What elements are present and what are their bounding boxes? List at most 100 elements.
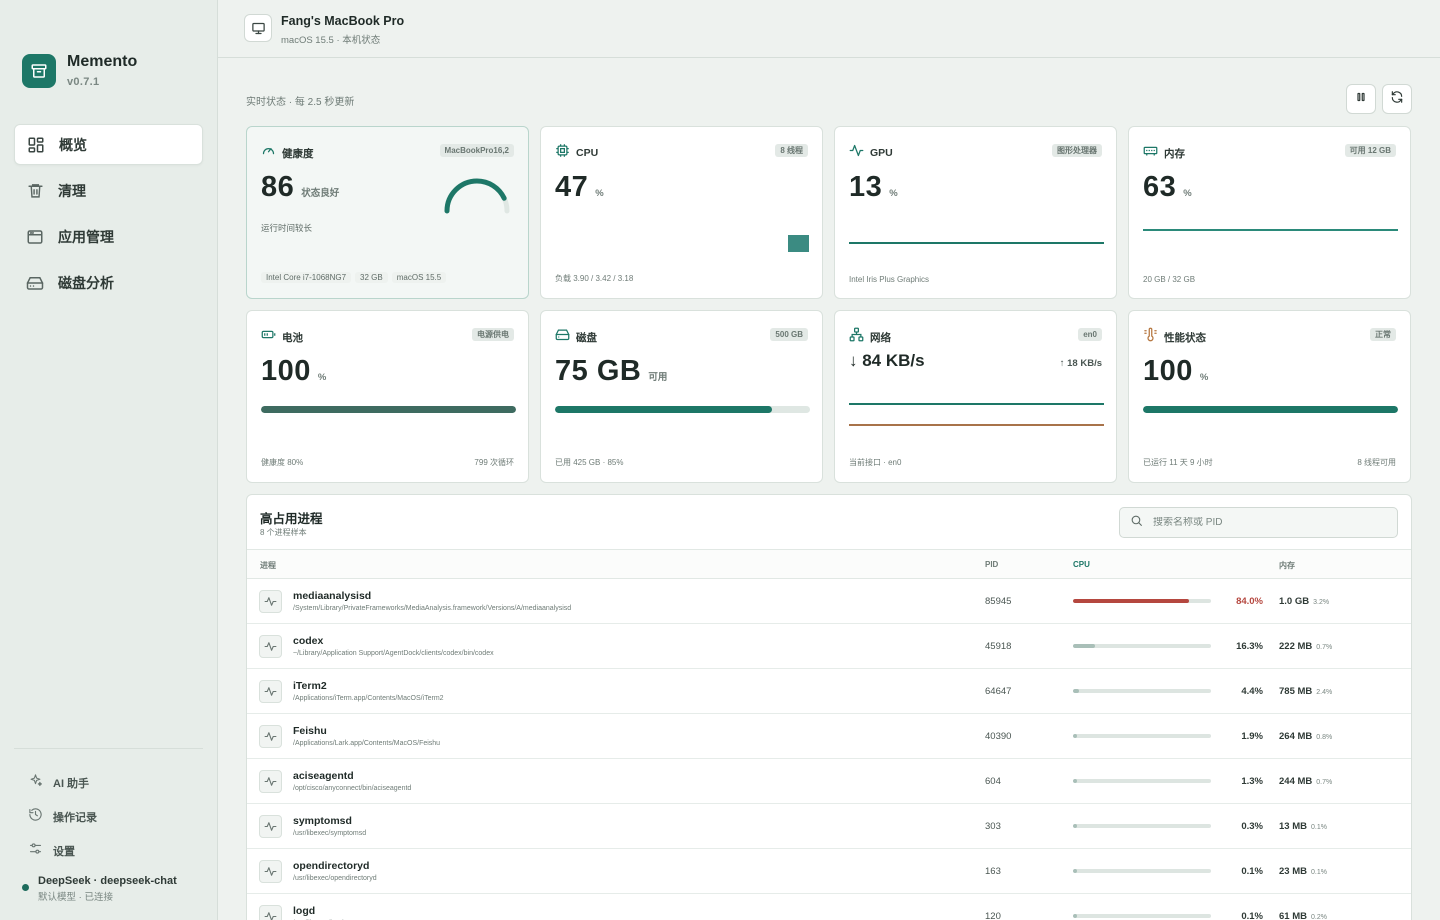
performance-value: 100 [1143, 355, 1193, 387]
table-row[interactable]: aciseagentd/opt/cisco/anyconnect/bin/aci… [247, 759, 1411, 804]
battery-value: 100 [261, 355, 311, 387]
column-memory[interactable]: 内存 [1279, 561, 1295, 570]
table-header: 进程 PID CPU 内存 [247, 549, 1411, 579]
process-search[interactable] [1119, 507, 1398, 538]
gpu-sparkline [849, 242, 1104, 244]
history-link[interactable]: 操作记录 [28, 800, 97, 834]
available-chip: 可用 12 GB [1344, 144, 1396, 157]
cpu-usage-fill [1073, 824, 1078, 828]
gpu-name: Intel Iris Plus Graphics [849, 275, 930, 284]
memory-percent: 0.7% [1316, 644, 1333, 651]
cpu-percent: 1.9% [1241, 731, 1263, 742]
nav-item-clean[interactable]: 清理 [14, 170, 203, 211]
process-activity-icon [259, 590, 282, 613]
cpu-usage-bar [1073, 914, 1211, 918]
cpu-usage-bar [1073, 599, 1211, 603]
table-row[interactable]: codex ~/Library/Application Support/Agent… [247, 624, 1411, 669]
nav-item-overview[interactable]: 概览 [14, 124, 203, 165]
capacity-chip: 500 GB [770, 328, 808, 341]
battery-card[interactable]: 电池 电源供电 100 % 健康度 80% 799 次循环 [246, 310, 529, 483]
process-activity-icon [259, 860, 282, 883]
search-input[interactable] [1153, 517, 1383, 528]
power-chip: 电源供电 [472, 328, 514, 341]
cpu-usage-fill [1073, 644, 1096, 648]
cpu-percent: 0.1% [1241, 911, 1263, 920]
cpu-percent: 16.3% [1236, 641, 1263, 652]
column-pid[interactable]: PID [985, 560, 999, 569]
card-title: 网络 [870, 331, 891, 344]
sparkle-icon [28, 773, 43, 793]
memory-usage: 20 GB / 32 GB [1143, 275, 1196, 284]
health-card[interactable]: 健康度 MacBookPro16,2 86 状态良好 运行时间较长 Intel … [246, 126, 529, 299]
process-activity-icon [259, 905, 282, 920]
nav-item-label: 磁盘分析 [58, 274, 114, 291]
model-chip: MacBookPro16,2 [439, 144, 514, 157]
cpu-usage-fill [1073, 779, 1078, 783]
process-path: ~/Library/Application Support/AgentDock/… [293, 650, 494, 657]
memory-value: 1.0 GB [1279, 596, 1310, 607]
history-label: 操作记录 [53, 812, 97, 824]
table-row[interactable]: opendirectoryd/usr/libexec/opendirectory… [247, 849, 1411, 894]
pause-button[interactable] [1346, 84, 1376, 114]
cpu-usage-fill [1073, 689, 1080, 693]
nav-item-label: 清理 [58, 182, 86, 199]
status-chip: 正常 [1370, 328, 1396, 341]
ai-assistant-link[interactable]: AI 助手 [28, 766, 97, 800]
model-status[interactable]: DeepSeek · deepseek-chat 默认模型 · 已连接 [22, 874, 177, 903]
brand-name: Memento [67, 53, 138, 70]
memory-percent: 0.8% [1316, 734, 1333, 741]
network-card[interactable]: 网络 en0 ↓ 84 KB/s ↑ 18 KB/s 当前接口 · en0 [834, 310, 1117, 483]
memory-value: 264 MB [1279, 731, 1313, 742]
nav-item-apps[interactable]: 应用管理 [14, 216, 203, 257]
process-path: /usr/libexec/symptomsd [293, 830, 367, 837]
nav-item-disk[interactable]: 磁盘分析 [14, 262, 203, 303]
cpu-percent: 1.3% [1241, 776, 1263, 787]
cpu-usage-bar [1073, 644, 1211, 648]
archive-logo-icon [22, 54, 56, 88]
table-row[interactable]: iTerm2/Applications/iTerm.app/Contents/M… [247, 669, 1411, 714]
process-path: /Applications/Lark.app/Contents/MacOS/Fe… [293, 740, 441, 747]
disk-free-value: 75 GB [555, 355, 642, 387]
cpu-percent: 84.0% [1236, 596, 1263, 607]
memory-percent: 0.1% [1310, 824, 1327, 831]
table-row[interactable]: mediaanalysisd/System/Library/PrivateFra… [247, 579, 1411, 624]
memory-usage: 222 MB 0.7% [1279, 641, 1332, 652]
process-name: symptomsd [293, 815, 352, 827]
process-name: opendirectoryd [293, 860, 370, 872]
card-title: 电池 [282, 331, 303, 344]
table-row[interactable]: Feishu/Applications/Lark.app/Contents/Ma… [247, 714, 1411, 759]
memory-value: 61 MB [1279, 911, 1307, 920]
refresh-button[interactable] [1382, 84, 1412, 114]
disk-usage-bar [555, 406, 810, 413]
thread-chip: 8 线程 [775, 144, 808, 157]
device-name: Fang's MacBook Pro [281, 14, 405, 28]
spec-tag: Intel Core i7-1068NG7 [261, 272, 352, 283]
pause-icon [1355, 90, 1367, 108]
spec-tag: macOS 15.5 [391, 272, 447, 283]
process-path: /usr/libexec/opendirectoryd [293, 875, 377, 882]
card-title: 内存 [1164, 147, 1185, 160]
cpu-usage-fill [1073, 914, 1078, 918]
memory-card[interactable]: 内存 可用 12 GB 63 % 20 GB / 32 GB [1128, 126, 1411, 299]
cpu-card[interactable]: CPU 8 线程 47 % 负载 3.90 / 3.42 / 3.18 [540, 126, 823, 299]
battery-icon [261, 327, 276, 347]
search-icon [1130, 514, 1143, 532]
column-cpu[interactable]: CPU [1073, 560, 1090, 569]
table-row[interactable]: symptomsd/usr/libexec/symptomsd 303 0.3% 13… [247, 804, 1411, 849]
process-table: 高占用进程 8 个进程样本 进程 PID CPU 内存 mediaanalysi… [246, 494, 1412, 920]
cpu-percent: 0.3% [1241, 821, 1263, 832]
performance-card[interactable]: 性能状态 正常 100 % 已运行 11 天 9 小时 8 线程可用 [1128, 310, 1411, 483]
settings-link[interactable]: 设置 [28, 834, 97, 868]
disk-card[interactable]: 磁盘 500 GB 75 GB 可用 已用 425 GB · 85% [540, 310, 823, 483]
battery-cycles: 799 次循环 [474, 458, 514, 467]
process-pid: 40390 [985, 731, 1012, 742]
gpu-card[interactable]: GPU 图形处理器 13 % Intel Iris Plus Graphics [834, 126, 1117, 299]
gpu-chip: 图形处理器 [1052, 144, 1102, 157]
drive-icon [555, 327, 570, 347]
process-pid: 303 [985, 821, 1001, 832]
cpu-sparkline-bar [788, 235, 809, 252]
process-pid: 604 [985, 776, 1001, 787]
settings-label: 设置 [53, 846, 75, 858]
column-process[interactable]: 进程 [260, 561, 276, 570]
